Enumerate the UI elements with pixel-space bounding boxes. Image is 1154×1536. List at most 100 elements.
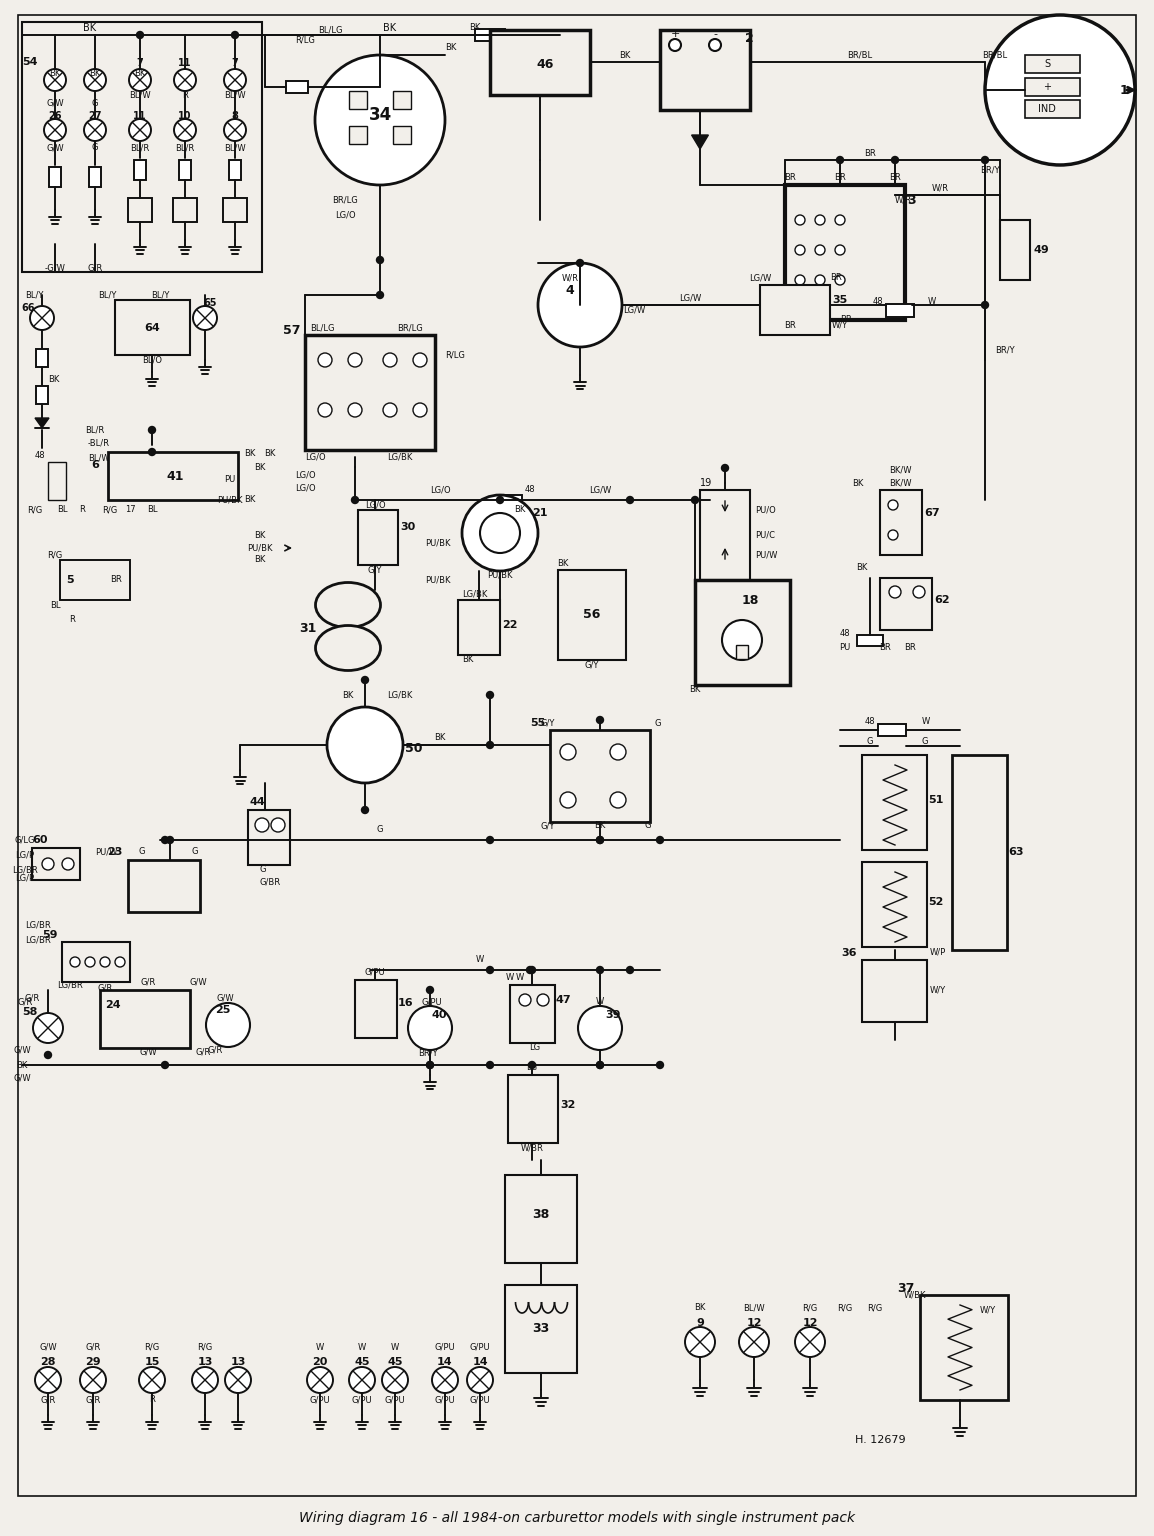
Text: G/PU: G/PU — [470, 1396, 490, 1404]
Text: BK: BK — [343, 691, 353, 699]
Text: 18: 18 — [741, 593, 758, 607]
Text: G/R: G/R — [24, 994, 39, 1003]
Circle shape — [149, 449, 156, 456]
Text: 64: 64 — [144, 323, 160, 333]
Text: G: G — [376, 825, 383, 834]
Text: 59: 59 — [43, 929, 58, 940]
Bar — [89, 167, 102, 187]
Bar — [394, 91, 411, 109]
Text: LG/BR: LG/BR — [58, 980, 83, 989]
Bar — [458, 601, 500, 654]
Text: 15: 15 — [144, 1356, 159, 1367]
Text: W/Y: W/Y — [980, 1306, 996, 1315]
Text: 13: 13 — [231, 1356, 246, 1367]
Bar — [100, 991, 190, 1048]
Circle shape — [383, 353, 397, 367]
Text: 9: 9 — [696, 1318, 704, 1329]
Text: 48: 48 — [872, 298, 883, 307]
Text: 63: 63 — [1007, 846, 1024, 857]
Text: G: G — [867, 737, 874, 746]
Text: 48: 48 — [840, 628, 850, 637]
Circle shape — [597, 1061, 604, 1069]
Ellipse shape — [315, 625, 381, 671]
Text: W: W — [475, 955, 485, 965]
Text: LG/O: LG/O — [294, 484, 315, 493]
Text: 32: 32 — [560, 1100, 576, 1111]
Text: G/W: G/W — [39, 1342, 57, 1352]
Text: 67: 67 — [924, 508, 939, 518]
Circle shape — [307, 1367, 334, 1393]
Text: 12: 12 — [747, 1318, 762, 1329]
Text: BR: BR — [784, 174, 796, 183]
Bar — [349, 91, 367, 109]
Text: 14: 14 — [472, 1356, 488, 1367]
Text: 58: 58 — [22, 1008, 38, 1017]
Circle shape — [349, 402, 362, 416]
Text: R/G: R/G — [802, 1304, 818, 1312]
Text: PU/BK: PU/BK — [217, 496, 242, 504]
Text: LG/W: LG/W — [589, 485, 612, 495]
Text: BK/W: BK/W — [889, 479, 912, 487]
Circle shape — [174, 69, 196, 91]
Bar — [862, 862, 927, 948]
Text: BK: BK — [89, 69, 100, 77]
Circle shape — [722, 621, 762, 660]
Text: 17: 17 — [125, 505, 135, 515]
Text: 51: 51 — [928, 796, 943, 805]
Text: PU/BK: PU/BK — [426, 539, 451, 547]
Text: 14: 14 — [437, 1356, 452, 1367]
Text: LG/W: LG/W — [749, 273, 771, 283]
Text: BL/R: BL/R — [85, 425, 105, 435]
Text: BR/LG: BR/LG — [397, 324, 422, 332]
Circle shape — [162, 1061, 168, 1069]
Circle shape — [577, 260, 584, 267]
Text: -BL/R: -BL/R — [88, 438, 110, 447]
Circle shape — [166, 837, 173, 843]
Circle shape — [192, 1367, 218, 1393]
Circle shape — [815, 300, 825, 310]
Text: G/Y: G/Y — [368, 565, 382, 574]
Text: 16: 16 — [398, 998, 413, 1008]
Text: R/G: R/G — [47, 550, 62, 559]
Circle shape — [610, 743, 625, 760]
Bar — [490, 31, 590, 95]
Bar — [878, 723, 906, 736]
Text: W: W — [505, 974, 515, 983]
Circle shape — [537, 994, 549, 1006]
Text: LG: LG — [530, 1043, 540, 1052]
Text: BK: BK — [689, 685, 700, 694]
Circle shape — [815, 215, 825, 224]
Circle shape — [315, 55, 445, 184]
Text: G: G — [92, 98, 98, 108]
Text: 48: 48 — [35, 450, 45, 459]
Text: 60: 60 — [32, 836, 47, 845]
Text: BK: BK — [445, 43, 456, 52]
Text: G/R: G/R — [88, 264, 103, 272]
Circle shape — [538, 263, 622, 347]
Text: 44: 44 — [250, 797, 265, 806]
Circle shape — [271, 819, 285, 833]
Text: 12: 12 — [802, 1318, 818, 1329]
Circle shape — [413, 353, 427, 367]
Text: BK: BK — [134, 69, 145, 77]
Circle shape — [62, 859, 74, 869]
Text: BR/LG: BR/LG — [332, 195, 358, 204]
Circle shape — [487, 837, 494, 843]
Text: R: R — [80, 505, 85, 515]
Bar — [508, 1075, 559, 1143]
Text: W/P: W/P — [930, 948, 946, 957]
Text: G/PU: G/PU — [435, 1396, 456, 1404]
Circle shape — [349, 1367, 375, 1393]
Text: G/W: G/W — [190, 977, 208, 986]
Text: W: W — [391, 1342, 399, 1352]
Text: S: S — [1044, 58, 1050, 69]
Bar — [1025, 55, 1080, 74]
Text: LG/W: LG/W — [623, 306, 645, 315]
Text: R/LG: R/LG — [295, 35, 315, 45]
Bar — [475, 29, 505, 41]
Text: +: + — [670, 29, 680, 38]
Text: BK: BK — [254, 464, 265, 473]
Bar — [857, 634, 883, 645]
Bar — [920, 1295, 1007, 1399]
Circle shape — [795, 1327, 825, 1356]
